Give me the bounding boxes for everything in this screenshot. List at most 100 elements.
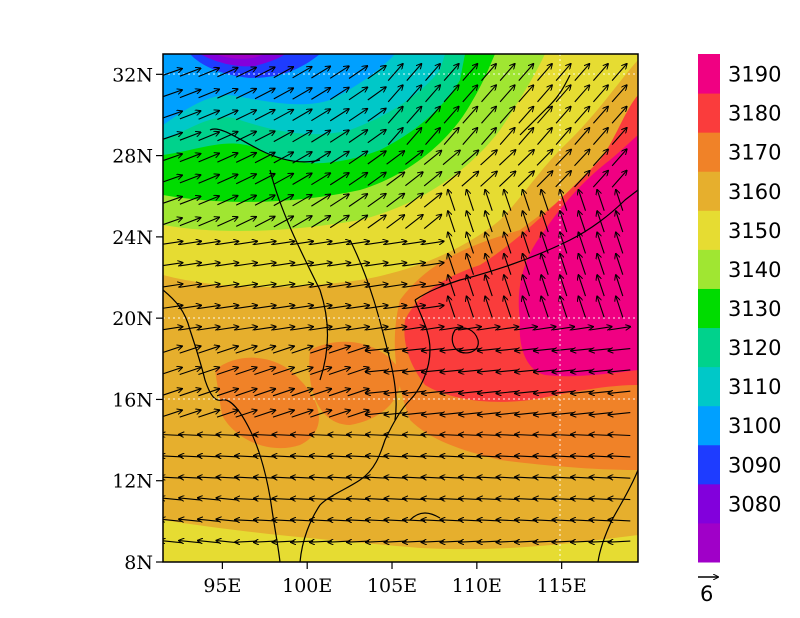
wind-vector bbox=[403, 327, 425, 331]
wind-vector bbox=[462, 85, 478, 103]
wind-vector bbox=[179, 132, 201, 141]
wind-vector bbox=[499, 64, 514, 81]
wind-vector bbox=[216, 368, 238, 376]
wind-vector bbox=[459, 327, 481, 331]
wind-vector bbox=[467, 233, 475, 254]
wind-vector bbox=[310, 389, 331, 397]
wind-vector bbox=[272, 305, 295, 310]
wind-vector bbox=[179, 68, 201, 77]
wind-vector bbox=[504, 275, 512, 297]
wind-vector bbox=[235, 68, 256, 78]
wind-vector bbox=[541, 190, 549, 211]
colorbar-label: 3130 bbox=[728, 297, 781, 321]
wind-vector bbox=[347, 263, 369, 267]
wind-vector bbox=[403, 241, 425, 246]
wind-vector bbox=[574, 128, 590, 145]
wind-vector bbox=[235, 110, 256, 121]
wind-vector bbox=[440, 327, 463, 331]
wind-vector bbox=[198, 217, 219, 227]
wind-vector bbox=[179, 346, 201, 354]
wind-vector bbox=[597, 211, 605, 233]
wind-vector bbox=[197, 284, 220, 288]
wind-vector bbox=[217, 68, 237, 78]
wind-vector bbox=[329, 88, 349, 101]
wind-vector bbox=[592, 171, 608, 188]
wind-vector bbox=[273, 131, 293, 143]
wind-vector bbox=[254, 346, 275, 354]
wind-vector bbox=[518, 64, 534, 81]
wind-vector bbox=[217, 217, 237, 227]
wind-vector bbox=[574, 107, 590, 124]
wind-vector bbox=[253, 241, 276, 246]
wind-vector bbox=[367, 130, 386, 144]
wind-vector bbox=[254, 217, 275, 228]
wind-vector bbox=[292, 216, 312, 228]
wind-vector bbox=[272, 263, 295, 267]
wind-vector bbox=[235, 263, 257, 267]
wind-vector bbox=[291, 241, 313, 246]
wind-vector bbox=[423, 193, 441, 208]
wind-vector bbox=[179, 305, 201, 310]
wind-vector bbox=[235, 196, 256, 206]
wind-vector bbox=[348, 109, 367, 122]
wind-vector bbox=[536, 171, 552, 188]
wind-vector bbox=[571, 327, 593, 331]
wind-vector bbox=[292, 131, 312, 143]
wind-vector bbox=[198, 89, 219, 99]
colorbar-swatch bbox=[698, 249, 720, 289]
wind-vector bbox=[387, 64, 403, 81]
wind-vector bbox=[515, 327, 537, 331]
wind-vector bbox=[347, 305, 369, 310]
wind-vector bbox=[481, 85, 497, 103]
latitude-axis: 32N 28N 24N 20N 16N 12N 8N bbox=[112, 64, 163, 574]
wind-vector bbox=[367, 151, 386, 165]
wind-vector bbox=[592, 150, 608, 167]
wind-vector bbox=[574, 150, 590, 167]
wind-vector bbox=[523, 254, 531, 275]
wind-vector bbox=[367, 173, 386, 186]
wind-vector bbox=[443, 128, 459, 145]
wind-vector bbox=[217, 111, 237, 121]
wind-vector bbox=[541, 297, 549, 318]
lon-tick-label: 100E bbox=[282, 575, 332, 597]
wind-vector bbox=[273, 67, 293, 79]
wind-vector bbox=[217, 175, 237, 185]
wind-vector bbox=[272, 284, 295, 288]
wind-vector bbox=[608, 349, 631, 351]
wind-vector bbox=[198, 196, 219, 206]
wind-vector bbox=[292, 152, 312, 164]
wind-vector bbox=[611, 85, 627, 103]
wind-vector bbox=[179, 154, 201, 163]
wind-vector bbox=[608, 435, 631, 436]
wind-vector bbox=[386, 172, 405, 186]
wind-vector bbox=[179, 410, 201, 418]
colorbar-swatch bbox=[698, 54, 720, 94]
wind-vector bbox=[384, 241, 407, 246]
reference-vector-label: 6 bbox=[700, 582, 713, 606]
wind-vector bbox=[198, 175, 219, 184]
wind-vector bbox=[179, 218, 201, 227]
wind-vector bbox=[328, 410, 350, 418]
wind-vector bbox=[235, 305, 257, 310]
wind-vector bbox=[597, 233, 605, 254]
wind-vector bbox=[216, 305, 239, 310]
wind-vector bbox=[235, 327, 257, 331]
wind-vector bbox=[589, 327, 612, 331]
colorbar-swatch bbox=[698, 288, 720, 329]
wind-vector bbox=[197, 305, 220, 310]
wind-vector bbox=[272, 327, 295, 331]
wind-vector bbox=[523, 190, 531, 211]
lon-tick-label: 95E bbox=[203, 575, 241, 597]
wind-vector bbox=[555, 85, 571, 103]
wind-vector bbox=[384, 327, 407, 331]
wind-vector bbox=[179, 284, 201, 288]
wind-vector bbox=[555, 107, 571, 124]
wind-vector bbox=[348, 151, 367, 165]
wind-vector bbox=[574, 85, 590, 103]
wind-vector bbox=[608, 541, 631, 542]
colorbar-label: 3150 bbox=[728, 219, 781, 243]
wind-vector bbox=[442, 151, 460, 166]
wind-vector bbox=[467, 297, 475, 318]
wind-vector bbox=[423, 172, 441, 187]
